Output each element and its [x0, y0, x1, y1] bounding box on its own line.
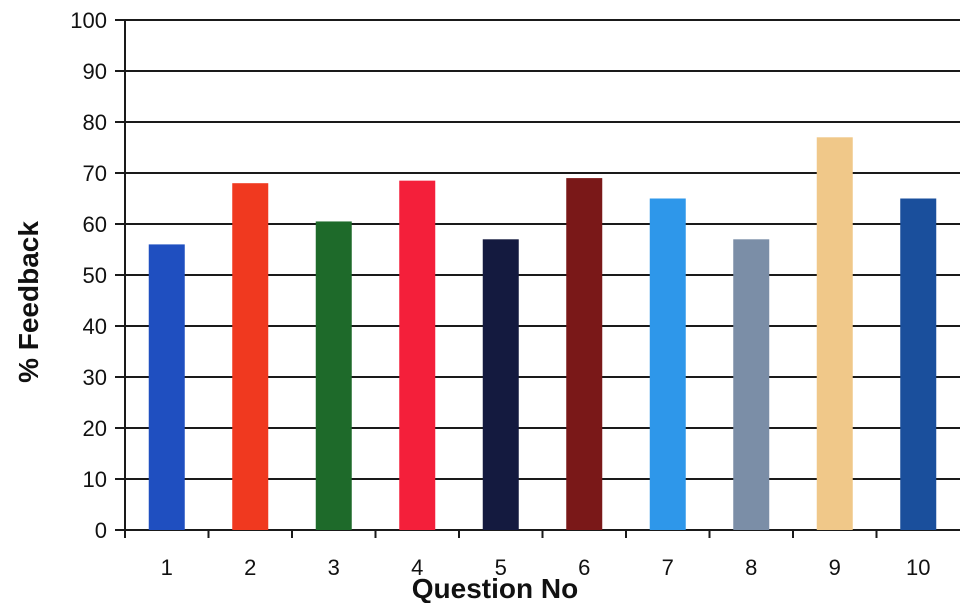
- bar: [649, 198, 686, 530]
- axes: [115, 19, 878, 538]
- y-tick-label: 30: [83, 365, 107, 390]
- x-tick-label: 6: [578, 555, 590, 580]
- x-tick-label: 8: [745, 555, 757, 580]
- x-tick-label: 3: [328, 555, 340, 580]
- bar: [566, 178, 603, 530]
- y-tick-label: 100: [70, 8, 107, 33]
- y-tick-label: 60: [83, 212, 107, 237]
- y-tick-label: 0: [95, 518, 107, 543]
- x-tick-label: 2: [244, 555, 256, 580]
- y-tick-label: 50: [83, 263, 107, 288]
- y-tick-label: 10: [83, 467, 107, 492]
- bars: [148, 137, 937, 531]
- bar: [482, 239, 519, 531]
- y-tick-label: 70: [83, 161, 107, 186]
- bar: [315, 221, 352, 530]
- bar: [399, 180, 436, 530]
- y-tick-labels: 0 10 20 30 40 50 60 70 80 90 100: [70, 8, 107, 543]
- y-tick-label: 20: [83, 416, 107, 441]
- y-tick-label: 80: [83, 110, 107, 135]
- bar: [148, 244, 185, 530]
- x-tick-label: 7: [662, 555, 674, 580]
- x-tick-label: 4: [411, 555, 423, 580]
- x-axis-title: Question No: [412, 573, 578, 603]
- x-tick-label: 1: [161, 555, 173, 580]
- bar: [816, 137, 853, 531]
- x-tick-labels: 1 2 3 4 5 6 7 8 9 10: [161, 555, 931, 580]
- y-tick-label: 90: [83, 59, 107, 84]
- y-tick-label: 40: [83, 314, 107, 339]
- bar: [232, 183, 269, 530]
- x-tick-label: 5: [495, 555, 507, 580]
- y-axis-title: % Feedback: [13, 221, 44, 383]
- bar: [900, 198, 937, 530]
- x-tick-label: 10: [906, 555, 930, 580]
- x-tick-label: 9: [829, 555, 841, 580]
- bar: [733, 239, 770, 531]
